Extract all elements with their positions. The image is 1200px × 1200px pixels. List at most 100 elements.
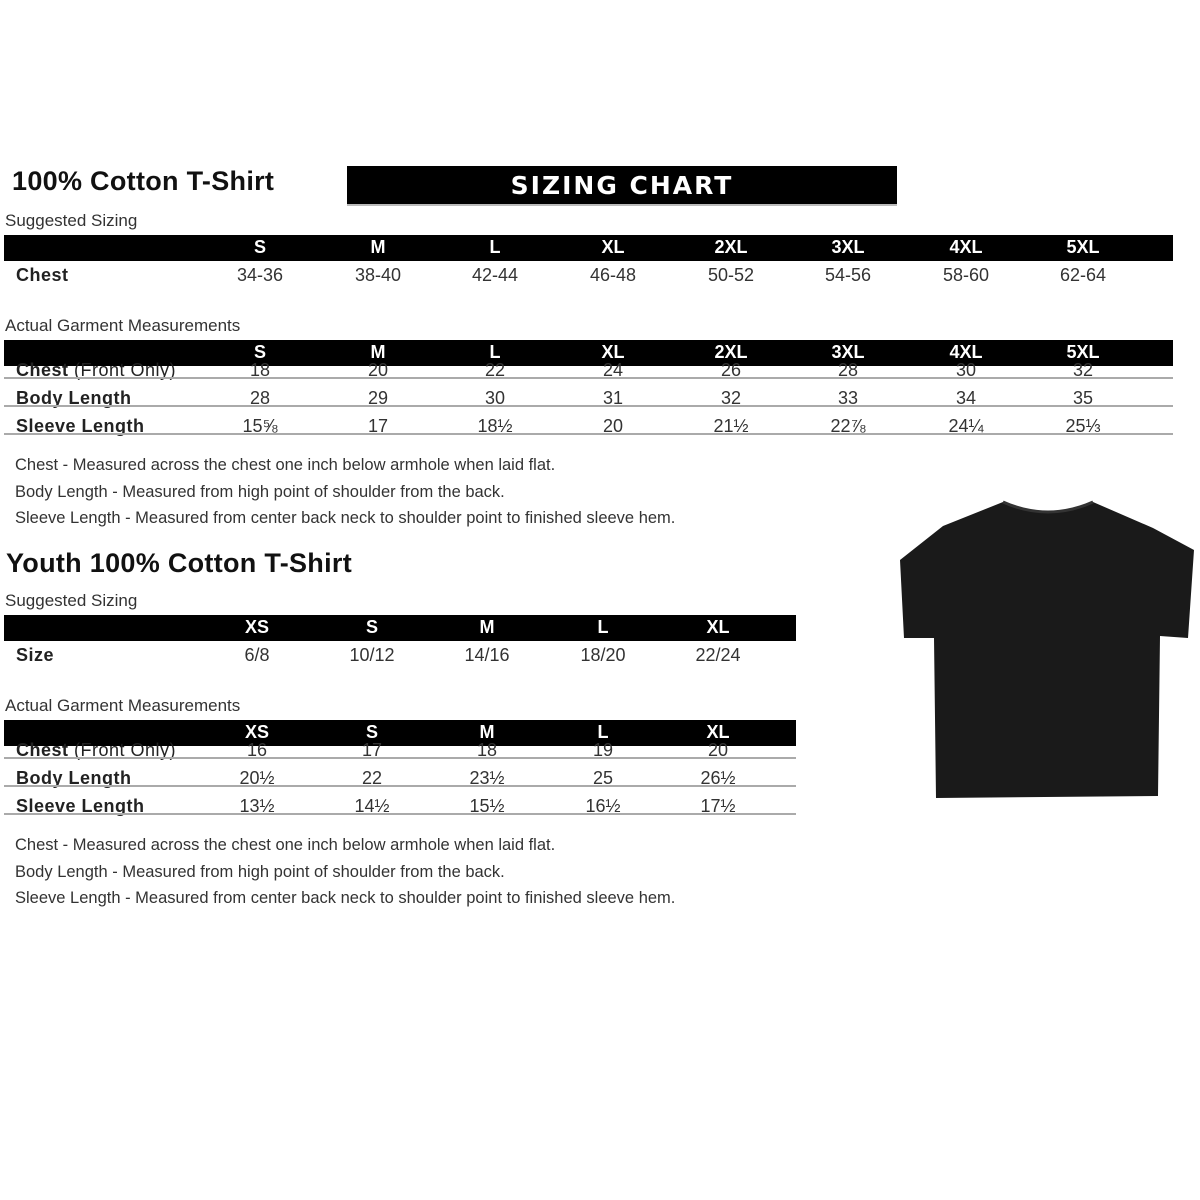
suggested-header-bar: XS S M L XL	[4, 615, 796, 641]
table-cell: 28	[249, 388, 271, 408]
size-header: L	[597, 722, 609, 742]
tshirt-image	[900, 500, 1194, 798]
size-header: M	[479, 617, 495, 637]
table-cell: 32	[720, 388, 742, 408]
table-cell: 17½	[700, 796, 736, 816]
row-label: Sleeve Length	[16, 416, 145, 437]
table-cell: 54-56	[824, 265, 872, 285]
row-label-suffix: (Front Only)	[68, 740, 177, 760]
size-header: 4XL	[949, 342, 983, 362]
table-cell: 17	[367, 416, 389, 436]
table-cell: 34	[955, 388, 977, 408]
actual-header-bar: S M L XL 2XL 3XL 4XL 5XL	[4, 340, 1173, 366]
row-label-text: Body Length	[16, 388, 132, 408]
table-row: Chest (Front Only) 16 17 18 19 20	[4, 740, 796, 768]
table-cell: 16	[246, 740, 268, 760]
suggested-header-bar: S M L XL 2XL 3XL 4XL 5XL	[4, 235, 1173, 261]
row-label-text: Sleeve Length	[16, 416, 145, 436]
table-row: Chest 34-36 38-40 42-44 46-48 50-52 54-56 58-60…	[4, 265, 1173, 293]
row-label-text: Chest	[16, 360, 69, 380]
size-header: S	[253, 237, 267, 257]
row-divider	[4, 785, 796, 787]
table-cell: 17	[361, 740, 383, 760]
table-cell: 24¼	[948, 416, 984, 436]
table-cell: 29	[367, 388, 389, 408]
table-cell: 10/12	[349, 645, 395, 665]
table-cell: 20½	[239, 768, 275, 788]
row-divider	[4, 405, 1173, 407]
table-cell: 25⅓	[1065, 416, 1101, 436]
table-cell: 26½	[700, 768, 736, 788]
row-label: Size	[16, 645, 54, 666]
size-header: 3XL	[831, 342, 865, 362]
table-cell: 24	[602, 360, 624, 380]
table-row: Body Length 20½ 22 23½ 25 26½	[4, 768, 796, 796]
size-header: 5XL	[1066, 237, 1100, 257]
table-cell: 22⅞	[830, 416, 866, 436]
size-header: S	[365, 722, 379, 742]
table-cell: 38-40	[354, 265, 402, 285]
size-header: L	[489, 237, 501, 257]
size-header: M	[479, 722, 495, 742]
table-cell: 18	[249, 360, 271, 380]
table-cell: 34-36	[236, 265, 284, 285]
table-cell: 30	[955, 360, 977, 380]
table-cell: 22	[361, 768, 383, 788]
table-cell: 33	[837, 388, 859, 408]
table-cell: 30	[484, 388, 506, 408]
row-label-text: Chest	[16, 265, 69, 285]
row-divider	[4, 757, 796, 759]
size-header: XS	[244, 617, 270, 637]
row-label: Body Length	[16, 388, 132, 409]
size-header: 2XL	[714, 342, 748, 362]
table-cell: 25	[592, 768, 614, 788]
section-label: Suggested Sizing	[5, 211, 138, 230]
row-label-text: Body Length	[16, 768, 132, 788]
row-divider	[4, 377, 1173, 379]
measurement-note: Chest - Measured across the chest one in…	[15, 836, 556, 854]
row-divider	[4, 433, 1173, 435]
table-cell: 14/16	[464, 645, 510, 665]
table-cell: 18	[476, 740, 498, 760]
measurement-note: Body Length - Measured from high point o…	[15, 862, 505, 881]
row-label: Chest (Front Only)	[16, 360, 176, 381]
size-header: XL	[601, 342, 625, 362]
table-row: Sleeve Length 15⅝ 17 18½ 20 21½ 22⅞ 24¼ 25⅓	[4, 416, 1173, 444]
size-header: S	[365, 617, 379, 637]
table-row: Size 6/8 10/12 14/16 18/20 22/24	[4, 645, 796, 673]
sizing-chart-banner: SIZING CHART	[347, 166, 897, 206]
measurement-note: Sleeve Length - Measured from center bac…	[15, 889, 676, 907]
table-cell: 42-44	[471, 265, 519, 285]
size-header: 3XL	[831, 237, 865, 257]
table-cell: 23½	[469, 768, 505, 788]
table-cell: 32	[1072, 360, 1094, 380]
measurement-note: Body Length - Measured from high point o…	[15, 482, 505, 501]
table-row: Chest (Front Only) 18 20 22 24 26 28 30 32	[4, 360, 1173, 388]
size-header: M	[370, 237, 386, 257]
row-label: Sleeve Length	[16, 796, 145, 817]
row-label-text: Sleeve Length	[16, 796, 145, 816]
table-cell: 22/24	[695, 645, 741, 665]
size-header: XL	[706, 722, 730, 742]
row-label: Chest	[16, 265, 69, 286]
table-cell: 18½	[477, 416, 513, 436]
size-header: L	[597, 617, 609, 637]
table-cell: 46-48	[589, 265, 637, 285]
section-label: Actual Garment Measurements	[5, 696, 241, 715]
size-header: L	[489, 342, 501, 362]
size-header: XL	[706, 617, 730, 637]
table-cell: 20	[367, 360, 389, 380]
table-cell: 13½	[239, 796, 275, 816]
section-label: Suggested Sizing	[5, 591, 138, 610]
row-label: Body Length	[16, 768, 132, 789]
table-cell: 18/20	[580, 645, 626, 665]
table-cell: 50-52	[707, 265, 755, 285]
table-cell: 26	[720, 360, 742, 380]
table-cell: 19	[592, 740, 614, 760]
size-header: S	[253, 342, 267, 362]
size-header: XL	[601, 237, 625, 257]
size-header: XS	[244, 722, 270, 742]
section-label: Actual Garment Measurements	[5, 316, 241, 335]
youth-title: Youth 100% Cotton T-Shirt	[6, 548, 352, 578]
size-header: M	[370, 342, 386, 362]
